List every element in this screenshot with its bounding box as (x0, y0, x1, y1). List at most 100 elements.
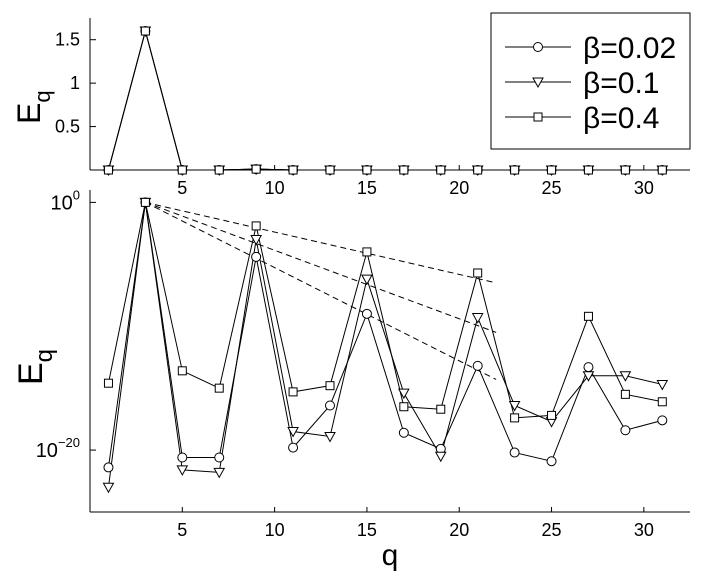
top-series-line-2 (107, 29, 663, 171)
top-point (288, 165, 298, 175)
decay-guide-line (145, 201, 497, 333)
legend-label: β=0.1 (583, 67, 659, 100)
top-point (583, 165, 593, 175)
bottom-x-label: q (382, 539, 399, 572)
bottom-x-tick-label: 30 (634, 520, 654, 540)
bottom-point (288, 387, 298, 397)
bottom-point (547, 410, 557, 420)
bottom-point (583, 311, 593, 321)
bottom-y-tick-exponent: −20 (58, 435, 80, 450)
bottom-point (251, 221, 261, 231)
legend-box (490, 12, 691, 150)
bottom-point (250, 235, 263, 246)
bottom-point (361, 274, 373, 286)
bottom-point (620, 425, 631, 436)
bottom-point (288, 442, 299, 453)
bottom-point (177, 452, 188, 463)
bottom-point (508, 400, 521, 412)
bottom-point (510, 413, 520, 423)
top-point (251, 164, 261, 174)
bottom-point (213, 467, 226, 479)
bottom-point (176, 465, 189, 476)
top-x-tick-label: 15 (357, 178, 377, 198)
bottom-x-tick-label: 25 (542, 520, 562, 540)
top-point (214, 165, 224, 175)
top-y-label: Eq (11, 90, 55, 124)
bottom-point (324, 431, 336, 443)
bottom-point (436, 404, 446, 414)
top-point (325, 165, 335, 175)
legend-marker (533, 112, 543, 122)
legend-marker (533, 42, 543, 52)
legend-label: β=0.4 (583, 102, 659, 135)
top-point (362, 165, 372, 175)
bottom-x-tick-label: 5 (177, 520, 187, 540)
top-point (547, 165, 557, 175)
bottom-point (619, 371, 632, 382)
bottom-point (102, 482, 115, 494)
legend: β=0.02β=0.1β=0.4 (490, 12, 691, 150)
decay-guide-line (145, 201, 497, 284)
bottom-point (472, 360, 483, 371)
bottom-point (657, 415, 668, 426)
legend-label: β=0.02 (583, 32, 676, 65)
bottom-y-tick-exponent: 0 (73, 187, 80, 202)
bottom-y-label: Eq (12, 349, 58, 385)
decay-guide-line (145, 201, 497, 380)
top-x-tick-label: 20 (449, 178, 469, 198)
bottom-point (361, 308, 372, 319)
bottom-x-tick-label: 15 (357, 520, 377, 540)
bottom-point (325, 381, 335, 391)
bottom-y-tick-label: 10−20 (36, 435, 80, 462)
top-point (140, 26, 150, 36)
bottom-x-tick-label: 10 (265, 520, 285, 540)
bottom-point (582, 371, 595, 382)
bottom-point (140, 197, 150, 207)
top-point (399, 165, 409, 175)
bottom-point (546, 456, 557, 467)
bottom-point (620, 389, 630, 399)
legend-marker (532, 77, 544, 89)
bottom-point (177, 366, 187, 376)
bottom-point (103, 378, 113, 388)
bottom-point (325, 400, 335, 411)
top-x-tick-label: 10 (265, 178, 285, 198)
top-y-label-sub: q (30, 90, 55, 102)
top-y-tick-label: 1.5 (55, 30, 80, 50)
bottom-series-line-2 (107, 202, 663, 419)
bottom-point (583, 362, 594, 373)
bottom-y-label-sub: q (31, 349, 58, 362)
bottom-x-tick-label: 20 (449, 520, 469, 540)
bottom-series-line-0 (107, 202, 663, 468)
bottom-point (471, 313, 484, 324)
top-y-tick-label: 0.5 (55, 117, 80, 137)
top-x-tick-label: 25 (542, 178, 562, 198)
bottom-point (509, 447, 520, 458)
bottom-point (657, 397, 667, 407)
bottom-point (473, 268, 483, 278)
top-x-tick-label: 5 (177, 178, 187, 198)
bottom-point (214, 452, 225, 463)
bottom-point (398, 427, 409, 438)
bottom-point (251, 251, 262, 262)
top-point (510, 165, 520, 175)
top-point (657, 165, 667, 175)
top-point (620, 165, 630, 175)
top-panel: 0.5 1 1.5 5 10 15 20 25 30 Eq (11, 18, 690, 198)
bottom-point (362, 247, 372, 257)
top-point (177, 165, 187, 175)
bottom-point (656, 379, 669, 391)
bottom-point (287, 427, 299, 438)
bottom-series-line-1 (107, 202, 663, 488)
top-point (473, 165, 483, 175)
bottom-point (399, 402, 409, 412)
top-y-tick-label: 1 (70, 73, 80, 93)
top-point (103, 165, 113, 175)
bottom-point (103, 462, 114, 473)
bottom-y-tick-label: 100 (51, 187, 80, 214)
bottom-point (434, 451, 447, 463)
bottom-point (214, 383, 224, 393)
top-x-tick-label: 30 (634, 178, 654, 198)
